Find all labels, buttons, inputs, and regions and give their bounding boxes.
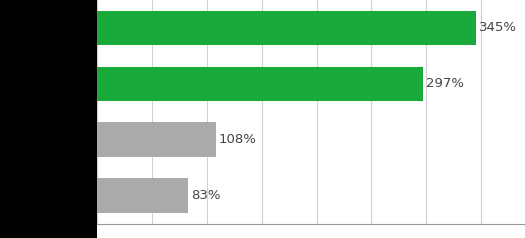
- Bar: [97, 67, 423, 101]
- Bar: [97, 11, 476, 45]
- Text: 297%: 297%: [426, 77, 464, 90]
- Text: 83%: 83%: [192, 189, 221, 202]
- Bar: [97, 123, 216, 157]
- Text: 345%: 345%: [479, 21, 517, 35]
- Text: 108%: 108%: [219, 133, 257, 146]
- Bar: [97, 178, 188, 213]
